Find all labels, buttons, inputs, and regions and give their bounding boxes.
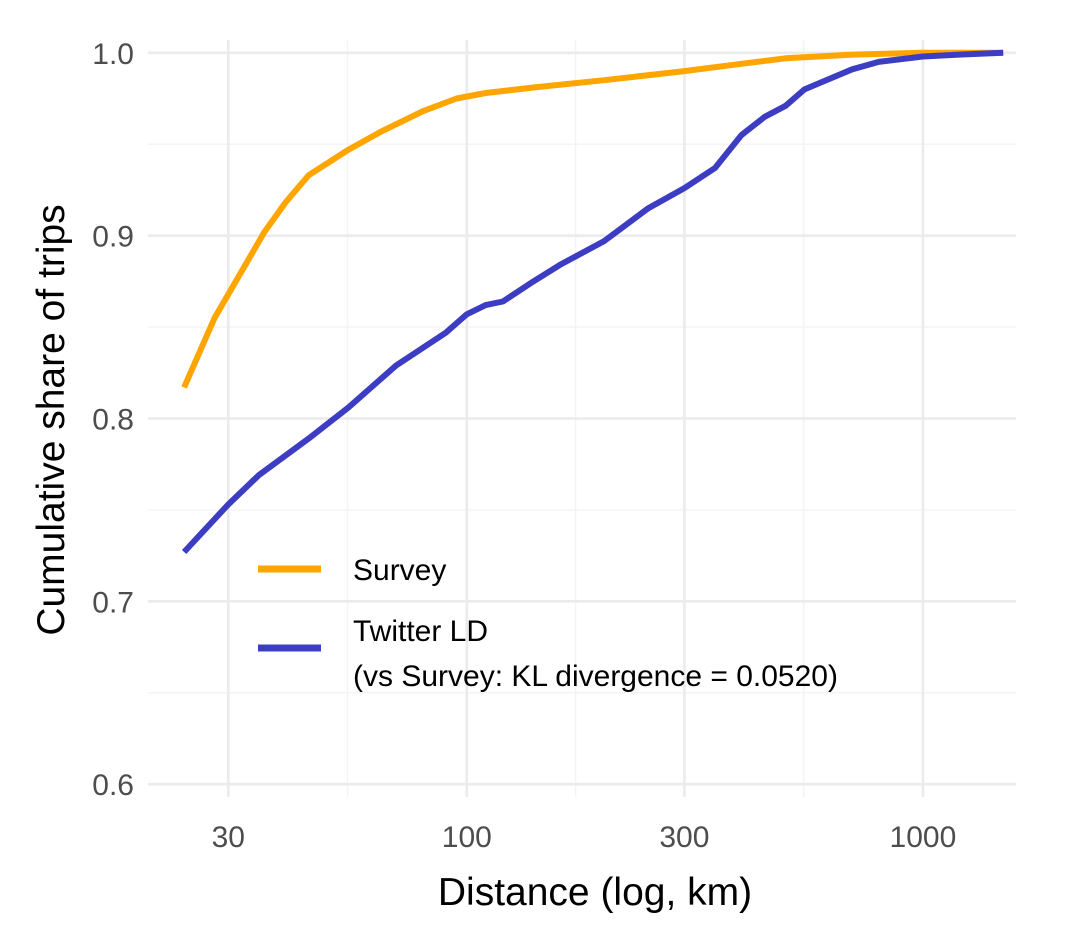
tick-labels: 30 100 300 1000 0.6 0.7 0.8 0.9 1.0 [92,38,956,854]
x-tick-label: 300 [659,821,709,854]
y-axis-title: Cumulative share of trips [30,204,73,635]
legend-label-twitter-ld: Twitter LD [353,615,488,648]
grid [148,40,1016,797]
x-tick-label: 100 [442,821,492,854]
legend-label-survey: Survey [353,554,446,587]
series-line-survey [181,49,1004,389]
y-tick-label: 0.7 [92,586,134,619]
legend: Survey Twitter LD (vs Survey: KL diverge… [258,554,838,693]
x-tick-label: 1000 [890,821,957,854]
series-line-twitter-ld [181,49,1004,555]
y-tick-label: 0.9 [92,221,134,254]
legend-sublabel-twitter-ld: (vs Survey: KL divergence = 0.0520) [353,660,838,693]
y-tick-label: 0.8 [92,404,134,437]
x-tick-label: 30 [212,821,245,854]
y-tick-label: 0.6 [92,769,134,802]
x-axis-title: Distance (log, km) [438,871,752,914]
series-lines [181,49,1004,555]
y-tick-label: 1.0 [92,38,134,71]
